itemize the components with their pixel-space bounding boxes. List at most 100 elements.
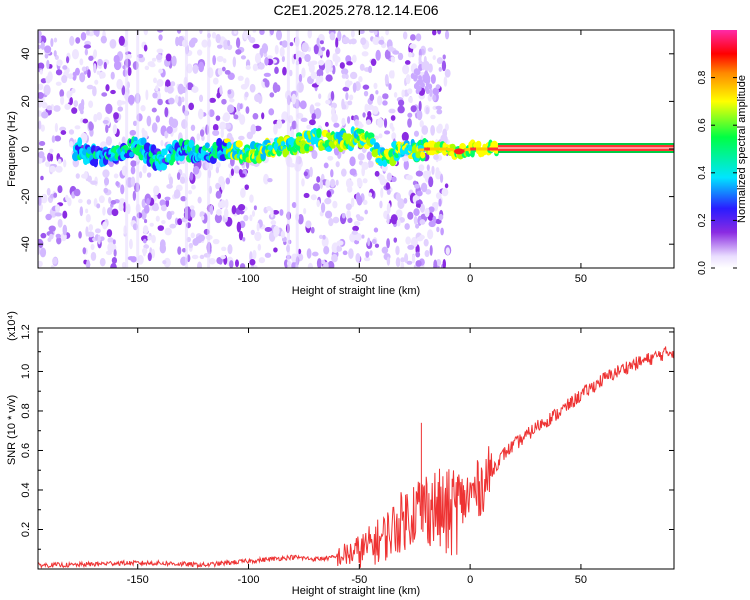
spectrogram-noise-speck [102,169,110,178]
spectrogram-noise-speck [212,238,220,245]
spectrogram-noise-speck [341,68,349,76]
spectrogram-noise-speck [64,103,71,110]
spectrogram-noise-speck [311,113,316,121]
spectrogram-noise-speck [401,155,410,162]
spectrogram-ridge-blob [475,140,482,149]
spectrogram-noise-speck [249,214,253,222]
spectrogram-noise-speck [250,124,257,135]
spectrogram-ridge-hot [481,147,488,151]
spectrogram-ridge-blob [316,127,322,138]
spectrogram-noise-speck [415,170,424,177]
spectrogram-noise-speck [38,151,45,159]
spectrogram-noise-speck [331,254,338,263]
spectrogram-noise-speck [386,213,390,225]
spectrogram-noise-speck [54,212,62,217]
spectrogram-noise-speck [384,49,391,60]
spectrogram-noise-speck [249,194,254,203]
spectrogram-noise-speck [341,98,345,110]
spectrogram-noise-speck [425,88,430,95]
spectrogram-noise-speck [121,261,127,268]
spectrogram-noise-speck [170,118,179,129]
spectrogram-noise-speck [254,125,262,132]
spectrogram-noise-speck [93,63,97,74]
spectrogram-noise-speck [130,256,137,263]
spectrogram-noise-speck [79,72,86,83]
spectrogram-noise-speck [309,104,315,115]
spectrogram-noise-speck [102,206,106,216]
spectrogram-noise-speck [238,135,245,141]
spectrogram-ridge-blob [369,138,376,145]
spectrogram-noise-speck [420,182,428,193]
spectrogram-noise-speck [442,54,446,60]
snr-xtick-label: 50 [575,574,587,586]
spectrogram-noise-speck [324,197,332,205]
spectrogram-noise-speck [332,216,340,224]
spectrogram-noise-speck [372,36,380,46]
spectrogram-noise-speck [67,73,74,80]
spectrogram-noise-speck [52,257,58,265]
spectrogram-noise-speck [108,159,114,168]
spectrogram-noise-speck [298,73,303,83]
spectrogram-noise-speck [254,52,262,64]
spectrogram-noise-speck [375,49,381,61]
spectrogram-noise-speck [112,124,118,135]
spectrogram-noise-speck [216,55,224,63]
spectrogram-noise-speck [415,260,422,267]
spectrogram-noise-speck [383,118,388,128]
spectrogram-ytick-label: 40 [20,48,32,60]
spectrogram-noise-speck [212,129,220,136]
spectrogram-noise-speck [240,187,246,198]
spectrogram-noise-speck [97,58,104,67]
spectrogram-noise-speck [266,55,273,60]
spectrogram-noise-speck [216,92,221,99]
spectrogram-noise-speck [47,237,52,243]
spectrogram-noise-speck [227,244,233,255]
spectrogram-noise-speck [88,224,94,232]
spectrogram-noise-speck [377,95,383,106]
spectrogram-noise-speck [208,258,216,265]
spectrogram-noise-speck [149,222,154,227]
spectrogram-noise-speck [155,85,159,92]
spectrogram-noise-speck [199,129,205,137]
spectrogram-noise-speck [233,165,240,174]
spectrogram-noise-speck [306,248,312,259]
spectrogram-noise-speck [261,112,265,120]
spectrogram-noise-speck [101,92,108,97]
spectrogram-ridge-blob [133,136,138,142]
spectrogram-noise-speck [153,185,160,196]
spectrogram-noise-speck [439,173,444,183]
spectrogram-noise-speck [90,251,97,261]
spectrogram-noise-speck [189,205,195,210]
spectrogram-noise-speck [49,193,55,199]
spectrogram-noise-speck [380,187,384,198]
spectrogram-ridge-hot [493,147,500,151]
colorbar: 0.0 0.2 0.4 0.6 0.8 Normalized spectral ampl… [697,30,748,275]
spectrogram-noise-speck [402,64,410,75]
spectrogram-noise-speck [119,100,126,105]
spectrogram-noise-speck [361,161,369,170]
spectrogram-noise-speck [386,202,391,214]
spectrogram-noise-speck [364,209,368,215]
spectrogram-noise-speck [130,176,136,187]
spectrogram-noise-speck [329,32,336,41]
spectrogram-noise-speck [151,57,157,62]
spectrogram-noise-speck [362,199,368,205]
spectrogram-noise-speck [362,178,368,184]
snr-xtick-label: -50 [351,574,367,586]
spectrogram-noise-speck [40,124,45,132]
spectrogram-noise-speck [71,88,76,94]
spectrogram-noise-speck [113,54,120,64]
spectrogram-noise-speck [59,126,67,132]
spectrogram-noise-speck [313,44,319,55]
snr-ytick-label: 1.0 [20,364,32,379]
spectrogram-noise-speck [142,238,147,244]
spectrogram-noise-speck [164,196,171,201]
spectrogram-noise-speck [147,252,152,262]
spectrogram-noise-speck [270,208,274,218]
spectrogram-noise-speck [342,86,350,92]
spectrogram-noise-speck [336,246,343,252]
spectrogram-noise-speck [68,140,74,148]
spectrogram-noise-speck [327,155,334,161]
spectrogram-noise-speck [69,35,75,46]
spectrogram-noise-speck [291,202,297,209]
